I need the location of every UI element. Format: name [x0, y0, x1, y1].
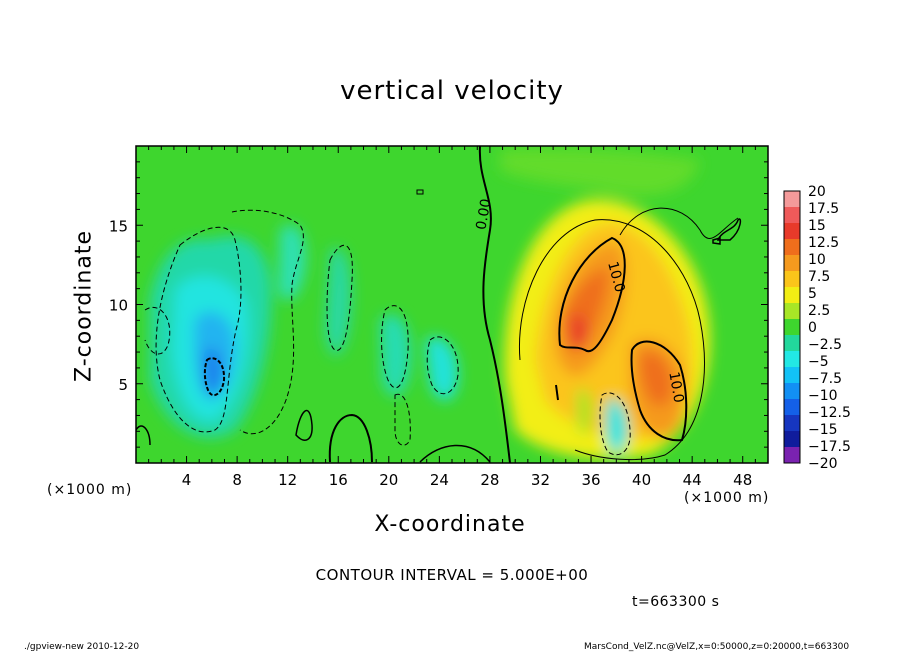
- x-tick-label: 44: [683, 471, 702, 489]
- contour-lines: [136, 146, 742, 463]
- x-tick-label: 40: [632, 471, 651, 489]
- colorbar-label: −7.5: [808, 371, 842, 387]
- colorbar-label: 0: [808, 320, 817, 336]
- colorbar-swatch: [784, 207, 800, 224]
- colorbar-label: 17.5: [808, 201, 839, 217]
- colorbar-swatch: [784, 415, 800, 432]
- colorbar-swatch: [784, 383, 800, 400]
- colorbar-label: 20: [808, 184, 826, 200]
- contour-label: 10.0: [604, 260, 628, 294]
- colorbar-label: 12.5: [808, 235, 839, 251]
- y-tick-label: 10: [109, 297, 128, 315]
- contour-label: 0.00: [473, 198, 494, 231]
- colorbar-label: −15: [808, 422, 838, 438]
- x-tick-label: 32: [531, 471, 550, 489]
- colorbar-swatch: [784, 191, 800, 208]
- x-axis-label: X-coordinate: [374, 512, 526, 537]
- x-tick-label: 20: [379, 471, 398, 489]
- colorbar-label: 15: [808, 218, 826, 234]
- x-tick-label: 24: [430, 471, 449, 489]
- colorbar-swatch: [784, 431, 800, 448]
- y-tick-label: 5: [118, 376, 128, 394]
- colorbar-frame: [783, 190, 801, 464]
- x-tick-label: 12: [278, 471, 297, 489]
- contour-label: 10.0: [665, 371, 686, 404]
- colorbar-label: −10: [808, 388, 838, 404]
- heatmap-field: [136, 146, 768, 463]
- colorbar-swatch: [784, 239, 800, 256]
- colorbar-swatch: [784, 223, 800, 240]
- colorbar-label: −12.5: [808, 405, 851, 421]
- colorbar-swatch: [784, 303, 800, 320]
- footer-left: ./gpview-new 2010-12-20: [24, 642, 140, 652]
- colorbar-label: −5: [808, 354, 829, 370]
- x-tick-label: 4: [182, 471, 192, 489]
- y-axis-label: Z-coordinate: [71, 230, 97, 382]
- y-tick-label: 15: [109, 217, 128, 235]
- colorbar-label: 2.5: [808, 303, 830, 319]
- x-tick-label: 28: [480, 471, 499, 489]
- colorbar-label: 5: [808, 286, 817, 302]
- colorbar-swatch: [784, 255, 800, 272]
- x-tick-label: 16: [329, 471, 348, 489]
- y-axis-unit: (×1000 m): [47, 482, 133, 498]
- contour-label-group: 0.00 10.0 10.0: [473, 198, 686, 404]
- colorbar-swatch: [784, 271, 800, 288]
- x-tick-label: 8: [232, 471, 242, 489]
- colorbar-swatch: [784, 447, 800, 464]
- contour-interval-text: CONTOUR INTERVAL = 5.000E+00: [315, 566, 589, 584]
- colorbar: 2017.51512.5107.552.50−2.5−5−7.5−10−12.5…: [783, 184, 851, 472]
- colorbar-label: −2.5: [808, 337, 842, 353]
- colorbar-label: 10: [808, 252, 826, 268]
- colorbar-swatch: [784, 351, 800, 368]
- time-stamp: t=663300 s: [632, 594, 720, 610]
- colorbar-label: −17.5: [808, 439, 851, 455]
- footer-right: MarsCond_VelZ.nc@VelZ,x=0:50000,z=0:2000…: [584, 642, 850, 652]
- x-axis-unit: (×1000 m): [684, 490, 770, 506]
- colorbar-label: 7.5: [808, 269, 830, 285]
- colorbar-swatch: [784, 367, 800, 384]
- chart-title: vertical velocity: [340, 76, 564, 106]
- colorbar-swatch: [784, 399, 800, 416]
- x-tick-label: 36: [581, 471, 600, 489]
- x-tick-label: 48: [733, 471, 752, 489]
- colorbar-swatch: [784, 335, 800, 352]
- colorbar-swatch: [784, 287, 800, 304]
- colorbar-label: −20: [808, 456, 838, 472]
- colorbar-swatch: [784, 319, 800, 336]
